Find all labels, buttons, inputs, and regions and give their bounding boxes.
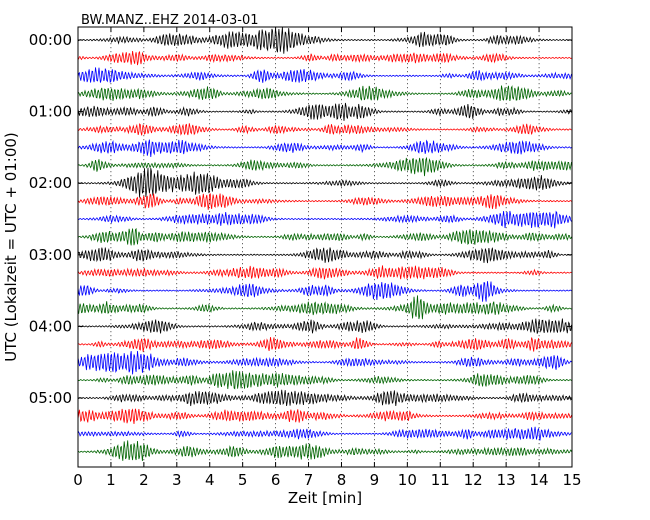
y-tick-label: 05:00	[29, 389, 72, 407]
trace-line	[77, 408, 572, 424]
x-tick-label: 14	[530, 471, 549, 489]
x-tick-label: 1	[106, 471, 116, 489]
trace-line	[77, 123, 572, 136]
x-axis: 0 1 2 3 4 5 6 7 8 9 10 11 12 13 14 15	[73, 27, 582, 489]
trace-line	[77, 27, 572, 54]
x-tick-label: 0	[73, 471, 83, 489]
trace-line	[77, 370, 572, 390]
trace-line	[77, 389, 572, 407]
x-tick-label: 6	[271, 471, 281, 489]
y-tick-label: 03:00	[29, 246, 72, 264]
trace-line	[77, 440, 572, 462]
x-axis-label: Zeit [min]	[288, 489, 362, 507]
trace-line	[77, 67, 572, 84]
plot-frame	[77, 26, 573, 468]
trace-line	[77, 193, 572, 210]
trace-line	[77, 337, 572, 352]
trace-line	[77, 210, 572, 229]
trace-line	[77, 247, 572, 264]
trace-line	[77, 265, 572, 280]
chart-title: BW.MANZ..EHZ 2014-03-01	[81, 13, 259, 28]
x-tick-label: 2	[139, 471, 149, 489]
x-tick-label: 9	[370, 471, 380, 489]
x-tick-label: 13	[497, 471, 516, 489]
x-tick-label: 4	[205, 471, 215, 489]
x-tick-label: 8	[337, 471, 347, 489]
x-tick-label: 3	[172, 471, 182, 489]
trace-line	[77, 50, 572, 66]
trace-line	[77, 156, 572, 177]
y-tick-label: 04:00	[29, 317, 72, 335]
trace-line	[77, 139, 572, 158]
x-tick-label: 12	[464, 471, 483, 489]
y-tick-label: 00:00	[29, 31, 72, 49]
trace-line	[77, 295, 572, 320]
y-axis-label: UTC (Lokalzeit = UTC + 01:00)	[2, 132, 20, 362]
trace-line	[77, 318, 572, 334]
y-tick-label: 02:00	[29, 174, 72, 192]
x-tick-label: 15	[562, 471, 581, 489]
trace-line	[77, 167, 572, 198]
x-tick-label: 11	[431, 471, 450, 489]
x-tick-label: 10	[398, 471, 417, 489]
trace-line	[77, 281, 572, 302]
trace-line	[77, 350, 572, 375]
trace-line	[77, 102, 572, 121]
y-tick-label: 01:00	[29, 103, 72, 121]
x-tick-label: 5	[238, 471, 248, 489]
trace-line	[77, 426, 572, 441]
traces-layer	[77, 27, 572, 462]
trace-line	[77, 227, 572, 246]
x-tick-label: 7	[304, 471, 314, 489]
trace-line	[77, 85, 572, 101]
grid-layer	[110, 27, 540, 467]
y-axis: 00:00 01:00 02:00 03:00 04:00 05:00	[29, 31, 572, 407]
